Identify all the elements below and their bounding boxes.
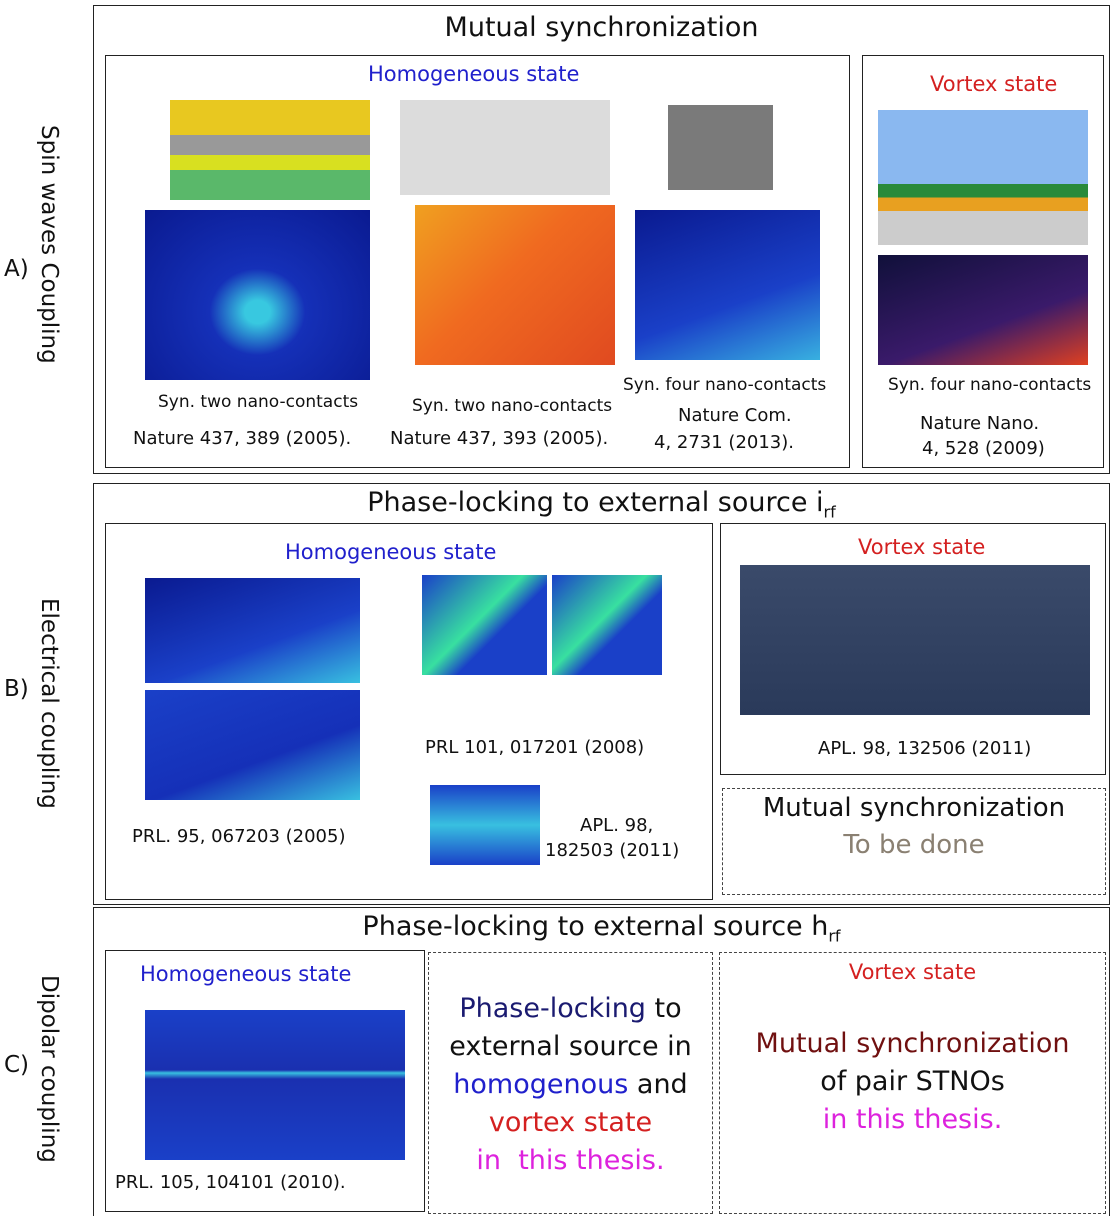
- text-line: homogenous and: [428, 1066, 713, 1104]
- reference: PRL. 95, 067203 (2005): [132, 826, 346, 847]
- text-line: vortex state: [488, 1107, 653, 1138]
- reference: PRL 101, 017201 (2008): [425, 737, 645, 758]
- reference: Nature 437, 393 (2005).: [390, 428, 609, 449]
- row-title: Phase-locking to external source irf: [93, 487, 1110, 521]
- schematic-image: [878, 110, 1088, 245]
- reference: Nature 437, 389 (2005).: [133, 428, 352, 449]
- thesis-text: Mutual synchronization of pair STNOs in …: [719, 1025, 1106, 1139]
- text: external source in: [449, 1031, 692, 1062]
- row-frame: [93, 5, 1110, 474]
- reference: PRL. 105, 104101 (2010).: [115, 1172, 346, 1193]
- spectrum-image: [552, 575, 662, 675]
- spectrum-image: [145, 1010, 405, 1160]
- text-line: Mutual synchronization: [755, 1028, 1070, 1059]
- spectrum-image: [145, 210, 370, 380]
- row-title: Mutual synchronization: [444, 12, 759, 43]
- spectrum-image: [878, 255, 1088, 365]
- reference: 4, 528 (2009): [922, 438, 1045, 459]
- row-letter: B): [4, 676, 29, 702]
- row-title: Phase-locking to external source hrf: [93, 911, 1110, 945]
- side-label: Spin waves Coupling: [36, 125, 62, 364]
- panel-heading: Homogeneous state: [285, 540, 497, 564]
- panel: [105, 55, 850, 468]
- todo-panel: [722, 788, 1106, 895]
- text-line: in this thesis.: [476, 1145, 665, 1176]
- caption: Syn. four nano-contacts: [888, 375, 1092, 395]
- todo-title: Mutual synchronization: [762, 793, 1066, 823]
- title-subscript: rf: [823, 502, 836, 522]
- side-label: Electrical coupling: [36, 598, 62, 809]
- spectrum-image: [740, 565, 1090, 715]
- spectrum-image: [635, 210, 820, 360]
- caption: Syn. two nano-contacts: [412, 396, 613, 416]
- caption: Syn. four nano-contacts: [623, 375, 827, 395]
- device-image: [400, 100, 610, 195]
- text-line: of pair STNOs: [820, 1066, 1005, 1097]
- spectrum-image: [145, 578, 360, 683]
- title-text: Phase-locking to external source i: [367, 487, 824, 518]
- reference: 182503 (2011): [545, 840, 680, 861]
- panel: [105, 950, 425, 1212]
- spectrum-image: [430, 785, 540, 865]
- spectrum-image: [422, 575, 547, 675]
- text: Phase-locking: [459, 993, 646, 1024]
- panel-heading: Homogeneous state: [368, 62, 580, 86]
- text-line: Phase-locking to: [428, 990, 713, 1028]
- schematic-image: [170, 100, 370, 200]
- reference: APL. 98, 132506 (2011): [818, 738, 1032, 759]
- frequency-map-image: [415, 205, 615, 365]
- spectrum-image: [145, 690, 360, 800]
- thesis-panel: [428, 952, 713, 1214]
- panel: [862, 55, 1104, 468]
- row-letter: C): [4, 1052, 30, 1078]
- sem-image: [668, 105, 773, 190]
- row-frame: [93, 907, 1110, 1216]
- panel-heading: Vortex state: [848, 960, 977, 984]
- todo-note: To be done: [843, 830, 985, 860]
- side-label: Dipolar coupling: [36, 975, 62, 1163]
- text: homogenous: [453, 1069, 629, 1100]
- panel-heading: Homogeneous state: [140, 962, 352, 986]
- caption: Syn. two nano-contacts: [158, 392, 359, 412]
- title-subscript: rf: [828, 926, 841, 946]
- panel: [105, 523, 713, 900]
- text: and: [628, 1069, 688, 1100]
- reference: Nature Nano.: [920, 413, 1040, 434]
- panel: [720, 523, 1106, 775]
- panel-heading: Vortex state: [858, 535, 986, 559]
- text-line: in this thesis.: [822, 1104, 1003, 1135]
- text: to: [645, 993, 682, 1024]
- row-letter: A): [4, 256, 29, 282]
- text-line: external source in: [428, 1028, 713, 1066]
- title-text: Phase-locking to external source h: [362, 911, 829, 942]
- row-frame: [93, 483, 1110, 905]
- reference: 4, 2731 (2013).: [654, 432, 795, 453]
- panel-heading: Vortex state: [930, 72, 1058, 96]
- reference: APL. 98,: [580, 815, 654, 836]
- thesis-panel: [719, 952, 1106, 1214]
- reference: Nature Com.: [678, 405, 792, 426]
- thesis-text: Phase-locking to external source in homo…: [428, 990, 713, 1180]
